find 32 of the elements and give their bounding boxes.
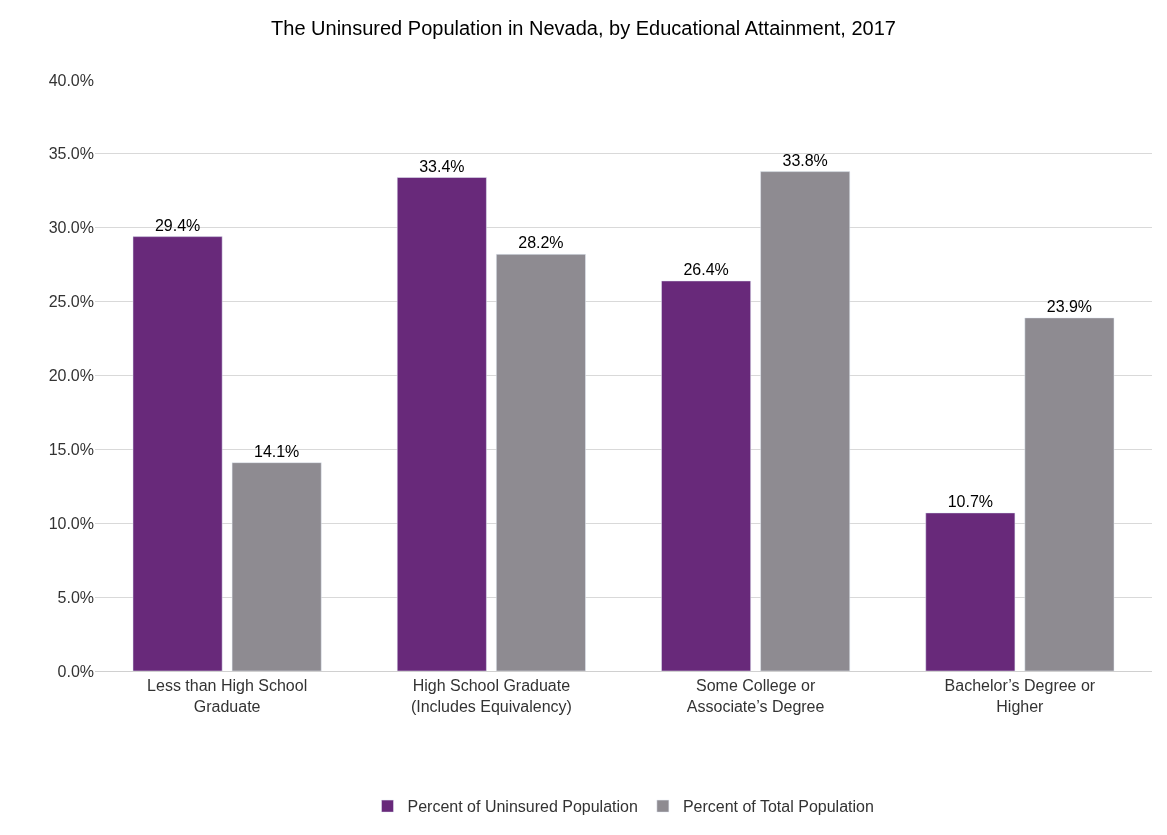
data-label: 10.7% [947, 492, 994, 510]
bar [496, 254, 586, 671]
bar [760, 171, 851, 671]
y-tick-label: 40.0% [48, 71, 94, 89]
x-tick-label: High School Graduate (Includes Equivalency) [410, 677, 572, 715]
y-tick-label: 15.0% [48, 440, 94, 458]
bar [1024, 317, 1115, 671]
legend-label: Percent of Uninsured Population [407, 798, 638, 816]
y-tick-label: 30.0% [48, 219, 94, 237]
y-tick-label: 5.0% [57, 588, 94, 606]
x-tick-label: Less than High School Graduate [147, 677, 308, 715]
y-tick-label: 20.0% [48, 367, 94, 385]
data-label: 33.8% [782, 151, 828, 169]
bar [231, 462, 322, 671]
bar [396, 177, 487, 671]
bar [925, 512, 1016, 671]
chart-title: The Uninsured Population in Nevada, by Educational Attainment, 2017 [271, 16, 896, 39]
data-label: 28.2% [518, 234, 564, 252]
y-tick-label: 0.0% [57, 662, 94, 680]
y-tick-label: 25.0% [48, 293, 94, 311]
bar [661, 280, 751, 671]
y-tick-label: 35.0% [48, 145, 94, 163]
x-tick-label: Bachelor’s Degree or Higher [944, 677, 1096, 715]
data-label: 14.1% [253, 442, 300, 460]
data-label: 23.9% [1046, 297, 1093, 315]
legend-label: Percent of Total Population [682, 798, 874, 816]
data-label: 26.4% [683, 260, 729, 278]
bar [132, 236, 223, 671]
x-tick-label: Some College or Associate’s Degree [686, 677, 825, 715]
y-tick-label: 10.0% [48, 514, 94, 532]
data-label: 29.4% [154, 216, 201, 234]
data-label: 33.4% [419, 157, 465, 175]
